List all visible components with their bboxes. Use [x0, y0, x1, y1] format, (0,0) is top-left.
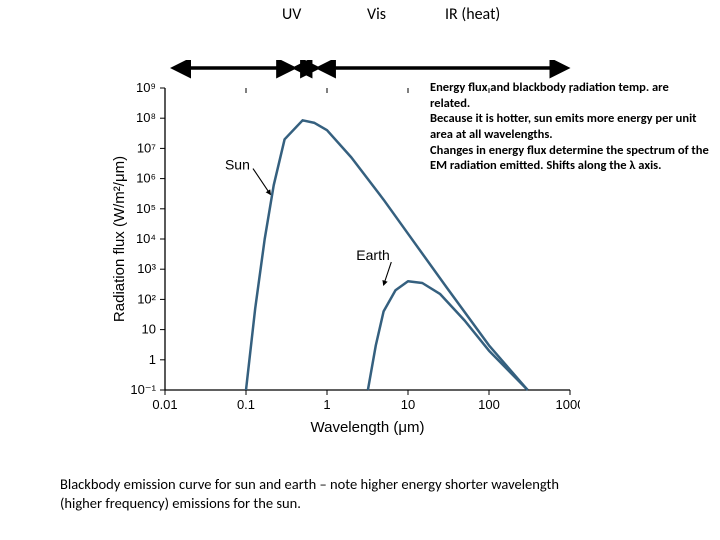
svg-text:10⁷: 10⁷ — [137, 140, 156, 155]
svg-text:Sun: Sun — [225, 157, 250, 173]
svg-text:10⁹: 10⁹ — [136, 80, 156, 95]
svg-text:Wavelength (μm): Wavelength (μm) — [311, 419, 425, 436]
svg-text:1: 1 — [323, 397, 330, 412]
annotation-p3: Changes in energy flux determine the spe… — [430, 143, 710, 174]
svg-text:100: 100 — [478, 397, 500, 412]
svg-text:10⁵: 10⁵ — [136, 201, 156, 216]
annotation-text: Energy flux and blackbody radiation temp… — [430, 80, 710, 174]
svg-text:1: 1 — [149, 352, 156, 367]
ir-label: IR (heat) — [445, 5, 500, 24]
uv-label: UV — [282, 5, 301, 24]
vis-label: Vis — [367, 5, 386, 24]
svg-text:10: 10 — [142, 322, 156, 337]
caption-text: Blackbody emission curve for sun and ear… — [60, 475, 560, 513]
annotation-p2: Because it is hotter, sun emits more ene… — [430, 111, 710, 142]
svg-text:0.01: 0.01 — [152, 397, 177, 412]
svg-text:1000: 1000 — [556, 397, 580, 412]
svg-text:10⁶: 10⁶ — [136, 171, 156, 186]
svg-text:0.1: 0.1 — [237, 397, 255, 412]
svg-text:10⁴: 10⁴ — [136, 231, 156, 246]
svg-text:10³: 10³ — [137, 261, 156, 276]
svg-text:10: 10 — [401, 397, 415, 412]
annotation-p1: Energy flux and blackbody radiation temp… — [430, 80, 710, 111]
svg-text:10⁸: 10⁸ — [136, 110, 156, 125]
svg-text:Radiation flux (W/m²/μm): Radiation flux (W/m²/μm) — [111, 156, 128, 322]
svg-text:Earth: Earth — [356, 247, 389, 263]
svg-text:10²: 10² — [137, 291, 156, 306]
svg-text:10⁻¹: 10⁻¹ — [130, 382, 156, 397]
